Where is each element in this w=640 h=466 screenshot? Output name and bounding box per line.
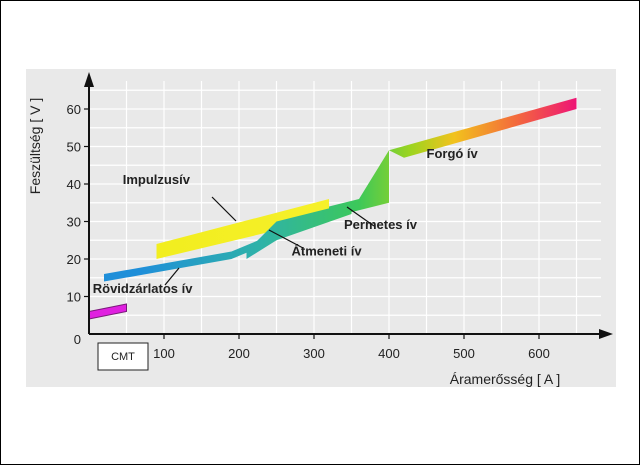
leader-permetes bbox=[346, 206, 375, 227]
band-Permetes ív bbox=[329, 150, 389, 218]
leader-impulzusiv bbox=[211, 196, 237, 222]
axes bbox=[84, 72, 613, 339]
annotation-label: Impulzusív bbox=[123, 172, 191, 187]
band-Forgó ív bbox=[389, 97, 577, 158]
x-tick-label: 400 bbox=[378, 346, 400, 361]
cmt-box bbox=[97, 342, 149, 371]
y-tick-label: 20 bbox=[67, 252, 81, 267]
x-tick-label: 500 bbox=[453, 346, 475, 361]
y-tick-label: 30 bbox=[67, 215, 81, 230]
band-Rövidzárlatos ív bbox=[104, 232, 277, 282]
x-tick-label: 600 bbox=[528, 346, 550, 361]
x-axis-label: Áramerősség [ A ] bbox=[450, 371, 561, 387]
ticks: 100 200 300 400 500 600 0 10 20 30 40 50 60 bbox=[67, 102, 550, 361]
x-tick-label: 200 bbox=[228, 346, 250, 361]
annotation-label: Permetes ív bbox=[344, 217, 418, 232]
annotation-label: Forgó ív bbox=[427, 146, 479, 161]
x-axis-arrow bbox=[599, 329, 613, 339]
labels: Áramerősség [ A ] Feszültség [ V ] Impulzu… bbox=[27, 98, 560, 387]
y-axis-arrow bbox=[84, 72, 94, 87]
annotation-label: Átmeneti ív bbox=[292, 243, 363, 258]
band-Impulzusív bbox=[156, 199, 329, 259]
bands bbox=[88, 97, 577, 320]
annotation-cmt: CMT bbox=[111, 351, 135, 363]
x-tick-label: 300 bbox=[303, 346, 325, 361]
leader-atmeneti bbox=[268, 229, 304, 249]
band-CMT bbox=[88, 303, 127, 320]
y-tick-label: 40 bbox=[67, 177, 81, 192]
y-tick-label: 10 bbox=[67, 290, 81, 305]
band-Átmeneti ív bbox=[246, 202, 352, 259]
leader-rovidzarlatos bbox=[164, 267, 180, 286]
x-tick-label: 100 bbox=[153, 346, 175, 361]
y-tick-label: 50 bbox=[67, 140, 81, 155]
annotation-label: Rövidzárlatos ív bbox=[93, 281, 193, 296]
y-tick-label: 0 bbox=[74, 332, 81, 347]
y-tick-label: 60 bbox=[67, 102, 81, 117]
y-axis-label: Feszültség [ V ] bbox=[27, 98, 43, 194]
